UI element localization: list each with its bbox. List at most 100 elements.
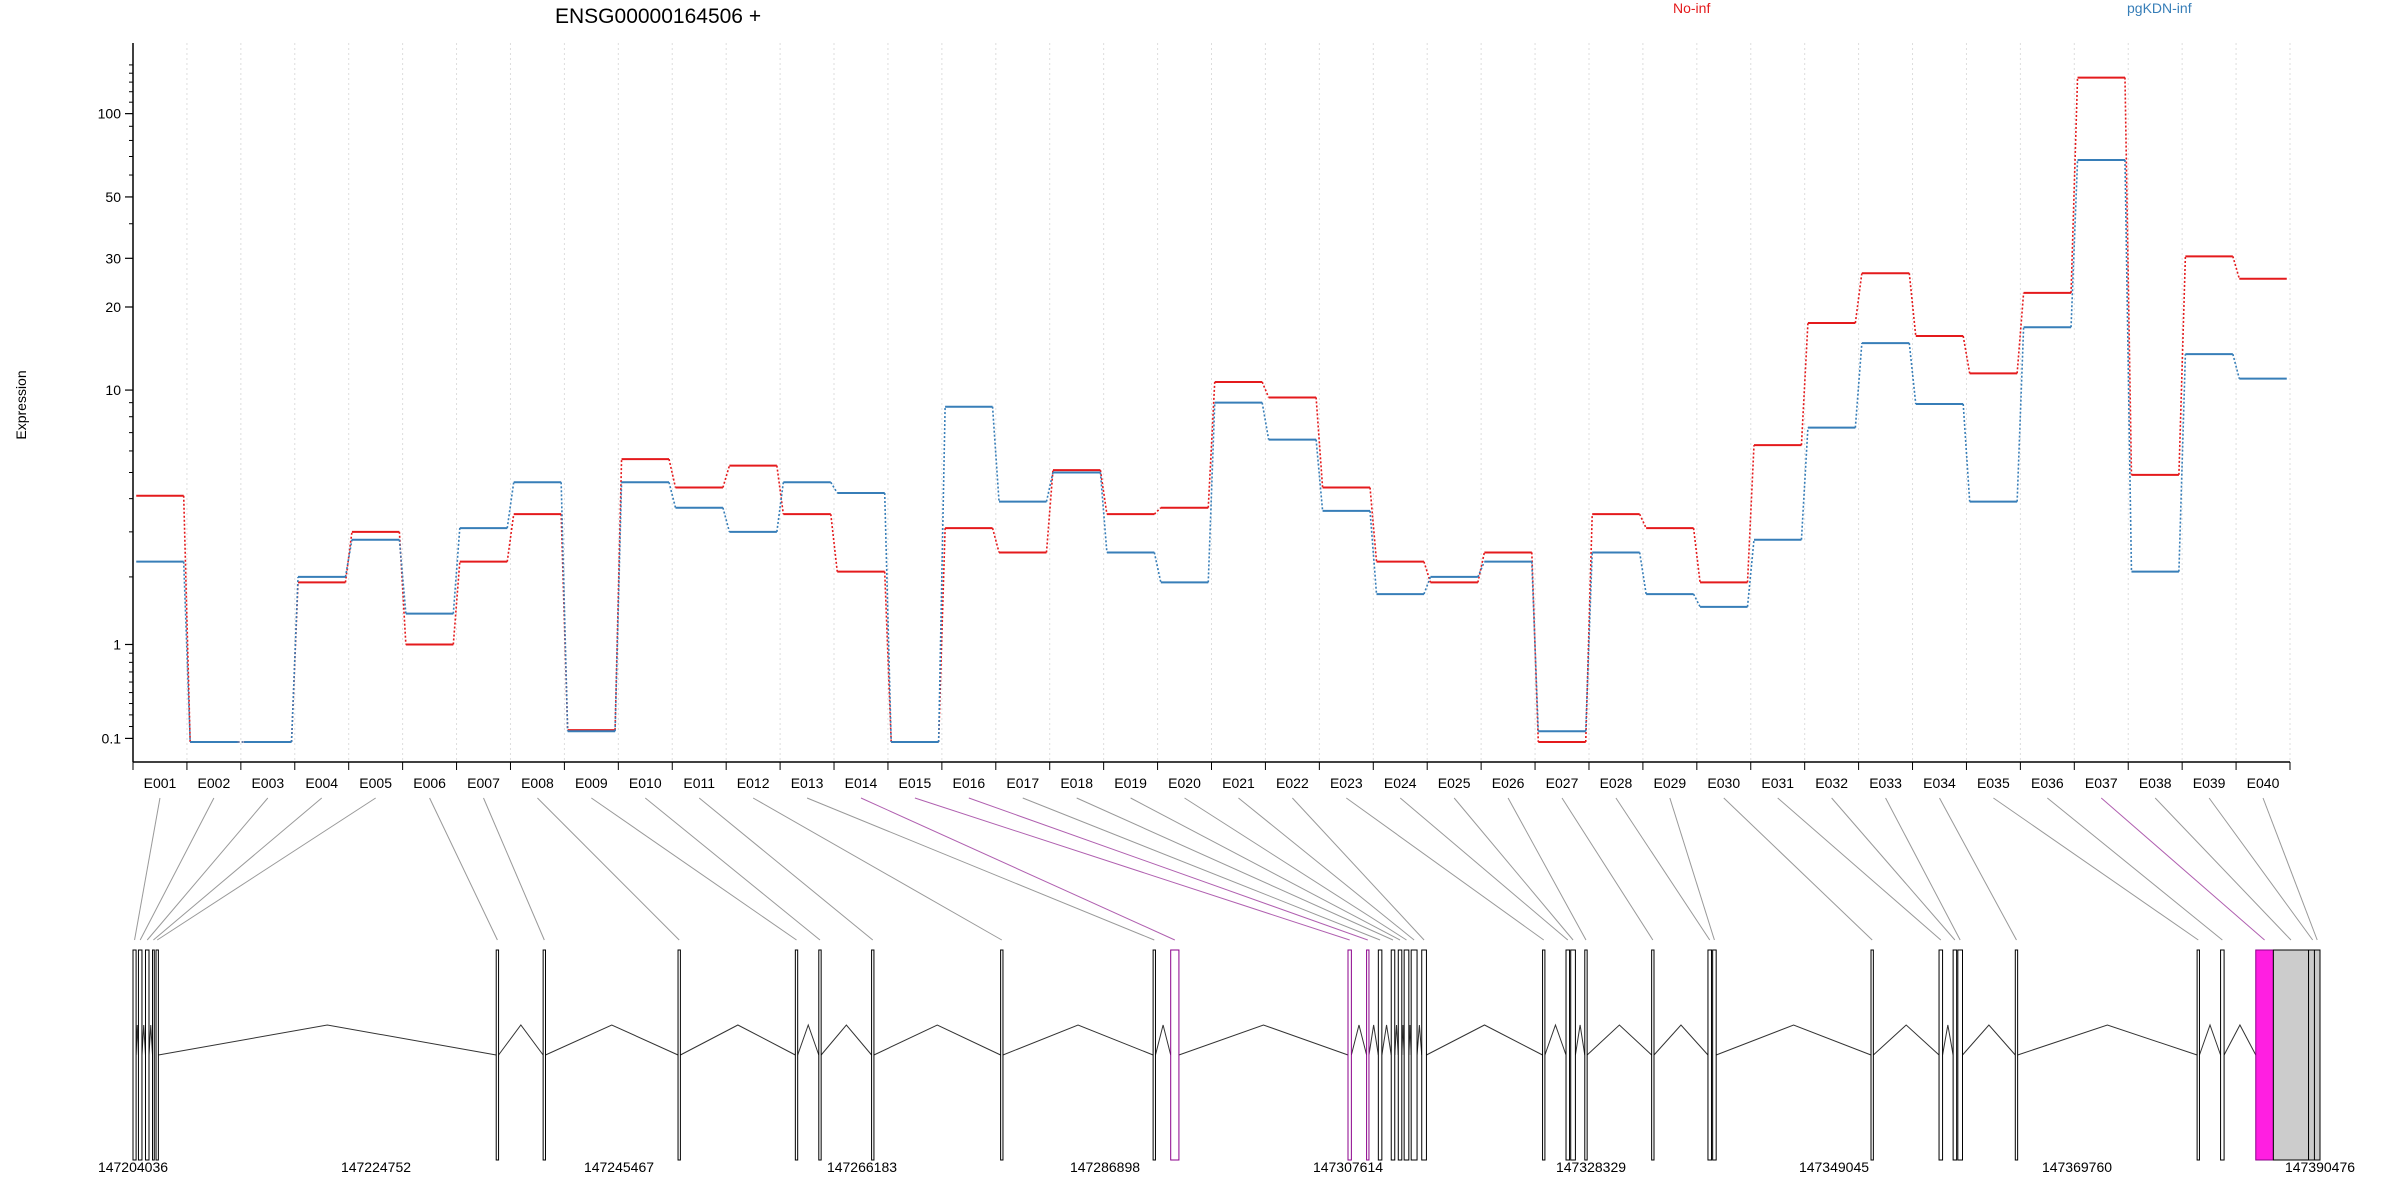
exon-box-E008: [677, 949, 681, 1161]
coordinate-label-2: 147245467: [584, 1159, 654, 1175]
exon-box-E024: [1565, 949, 1571, 1161]
series-0-step-0: [182, 495, 191, 743]
coordinate-label-7: 147349045: [1799, 1159, 1869, 1175]
intron-26: [1653, 1024, 1709, 1056]
series-1-step-13: [883, 492, 892, 743]
connector-E032: [1831, 797, 1956, 941]
connector-E001: [134, 797, 161, 941]
exon-label-E010: E010: [629, 775, 662, 791]
connector-E012: [752, 797, 1003, 941]
exon-label-E029: E029: [1654, 775, 1687, 791]
exon-label-E021: E021: [1222, 775, 1255, 791]
exon-label-E001: E001: [144, 775, 177, 791]
intron-9: [820, 1024, 872, 1056]
connector-E015: [914, 797, 1350, 941]
exon-label-E020: E020: [1168, 775, 1201, 791]
intron-15: [1368, 1024, 1379, 1056]
connector-E016: [968, 797, 1368, 941]
y-tick-label-4: 30: [105, 250, 121, 266]
connector-E021: [1238, 797, 1415, 941]
exon-box-E005: [155, 949, 159, 1161]
series-1-step-18: [1153, 552, 1162, 583]
exon-box-E003: [144, 949, 150, 1161]
exon-box-E012: [1000, 949, 1004, 1161]
series-0-step-24: [1477, 552, 1486, 583]
intron-21: [1426, 1024, 1543, 1056]
chart-title: ENSG00000164506 +: [555, 5, 761, 28]
series-0-step-20: [1261, 381, 1270, 398]
series-1-step-8: [614, 482, 623, 732]
connector-E017: [1022, 797, 1381, 941]
coordinate-label-8: 147369760: [2042, 1159, 2112, 1175]
connector-E031: [1777, 797, 1942, 941]
connector-E036: [2047, 797, 2223, 941]
series-0-step-21: [1315, 397, 1324, 488]
intron-14: [1350, 1024, 1368, 1056]
connector-E038: [2154, 797, 2292, 941]
exon-label-E034: E034: [1923, 775, 1956, 791]
series-0-step-28: [1692, 528, 1701, 583]
connector-E006: [429, 797, 498, 941]
exon-label-E023: E023: [1330, 775, 1363, 791]
exon-box-E035: [2196, 949, 2200, 1161]
series-1-step-36: [2124, 159, 2133, 572]
intron-25: [1586, 1024, 1652, 1056]
series-0-step-36: [2124, 77, 2133, 475]
connector-E039: [2208, 797, 2314, 941]
connector-E026: [1507, 797, 1587, 941]
series-No-inf: [136, 76, 2287, 743]
series-1-step-34: [2016, 327, 2025, 502]
y-tick-label-3: 20: [105, 299, 121, 315]
series-0-step-16: [1045, 470, 1054, 553]
exon-box-E002: [137, 949, 143, 1161]
connector-E037: [2100, 797, 2265, 941]
series-1-step-25: [1531, 561, 1540, 732]
series-0-step-9: [668, 458, 677, 488]
coordinate-label-1: 147224752: [341, 1159, 411, 1175]
series-1-step-26: [1584, 552, 1594, 732]
exon-box-E026: [1584, 949, 1588, 1161]
exon-label-E005: E005: [359, 775, 392, 791]
y-tick-label-5: 50: [105, 189, 121, 205]
y-tick-label-1: 1: [113, 636, 121, 652]
intron-4: [158, 1024, 497, 1056]
coordinate-label-0: 147204036: [98, 1159, 168, 1175]
series-0-step-5: [452, 561, 461, 645]
coordinate-label-9: 147390476: [2285, 1159, 2355, 1175]
connector-E018: [1076, 797, 1394, 941]
series-0-step-18: [1153, 507, 1162, 515]
series-1-step-11: [776, 482, 785, 532]
series-0-step-22: [1369, 487, 1378, 562]
series-1-step-24: [1477, 561, 1486, 578]
exon-box-E004: [152, 949, 155, 1161]
exon-label-E037: E037: [2085, 775, 2118, 791]
exon-box-E030: [1870, 949, 1874, 1161]
connector-E034: [1939, 797, 2017, 941]
exon-label-E030: E030: [1707, 775, 1740, 791]
intron-22: [1544, 1023, 1567, 1056]
exon-label-E006: E006: [413, 775, 446, 791]
exon-label-E003: E003: [251, 775, 284, 791]
exon-box-E029: [1712, 949, 1717, 1161]
exon-box-E017: [1377, 949, 1383, 1161]
series-0-step-31: [1854, 273, 1863, 324]
connector-E030: [1723, 797, 1873, 941]
series-0-step-32: [1908, 273, 1917, 337]
exon-label-E038: E038: [2139, 775, 2172, 791]
exon-box-E036: [2220, 949, 2225, 1161]
exon-label-E025: E025: [1438, 775, 1471, 791]
exon-box-E028: [1707, 949, 1712, 1161]
exon-label-E015: E015: [899, 775, 932, 791]
intron-6: [545, 1024, 679, 1056]
exon-box-E034: [2014, 949, 2019, 1161]
series-0-step-12: [829, 514, 839, 572]
exon-box-E013: [1152, 949, 1156, 1161]
y-axis-label: Expression: [13, 370, 29, 439]
exon-label-E008: E008: [521, 775, 554, 791]
intron-12: [1154, 1024, 1172, 1056]
exon-label-E027: E027: [1546, 775, 1579, 791]
series-1-step-23: [1423, 576, 1432, 595]
exon-label-E004: E004: [305, 775, 338, 791]
series-1-step-16: [1045, 472, 1054, 502]
exon-box-E019: [1397, 949, 1403, 1161]
